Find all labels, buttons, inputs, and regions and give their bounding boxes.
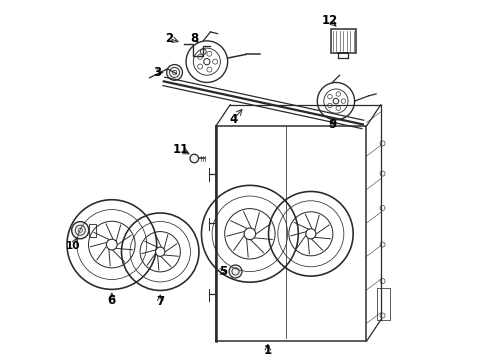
Text: 12: 12 <box>321 14 337 27</box>
Text: 7: 7 <box>156 296 164 309</box>
Circle shape <box>155 247 164 256</box>
Text: 2: 2 <box>165 32 173 45</box>
Bar <box>376 288 389 320</box>
Text: 10: 10 <box>66 241 80 251</box>
Bar <box>330 30 355 53</box>
Text: 4: 4 <box>229 113 237 126</box>
Circle shape <box>72 222 89 239</box>
Circle shape <box>190 154 198 163</box>
Text: 6: 6 <box>107 294 116 307</box>
Text: 5: 5 <box>219 265 226 278</box>
Text: 3: 3 <box>153 66 162 79</box>
Circle shape <box>305 229 315 239</box>
Text: 9: 9 <box>327 118 336 131</box>
Circle shape <box>244 228 255 240</box>
Circle shape <box>166 64 182 80</box>
Text: 8: 8 <box>190 32 198 45</box>
Text: 11: 11 <box>172 143 188 156</box>
Circle shape <box>228 265 242 278</box>
Bar <box>89 224 96 237</box>
Text: 1: 1 <box>263 344 271 357</box>
Circle shape <box>106 239 117 250</box>
